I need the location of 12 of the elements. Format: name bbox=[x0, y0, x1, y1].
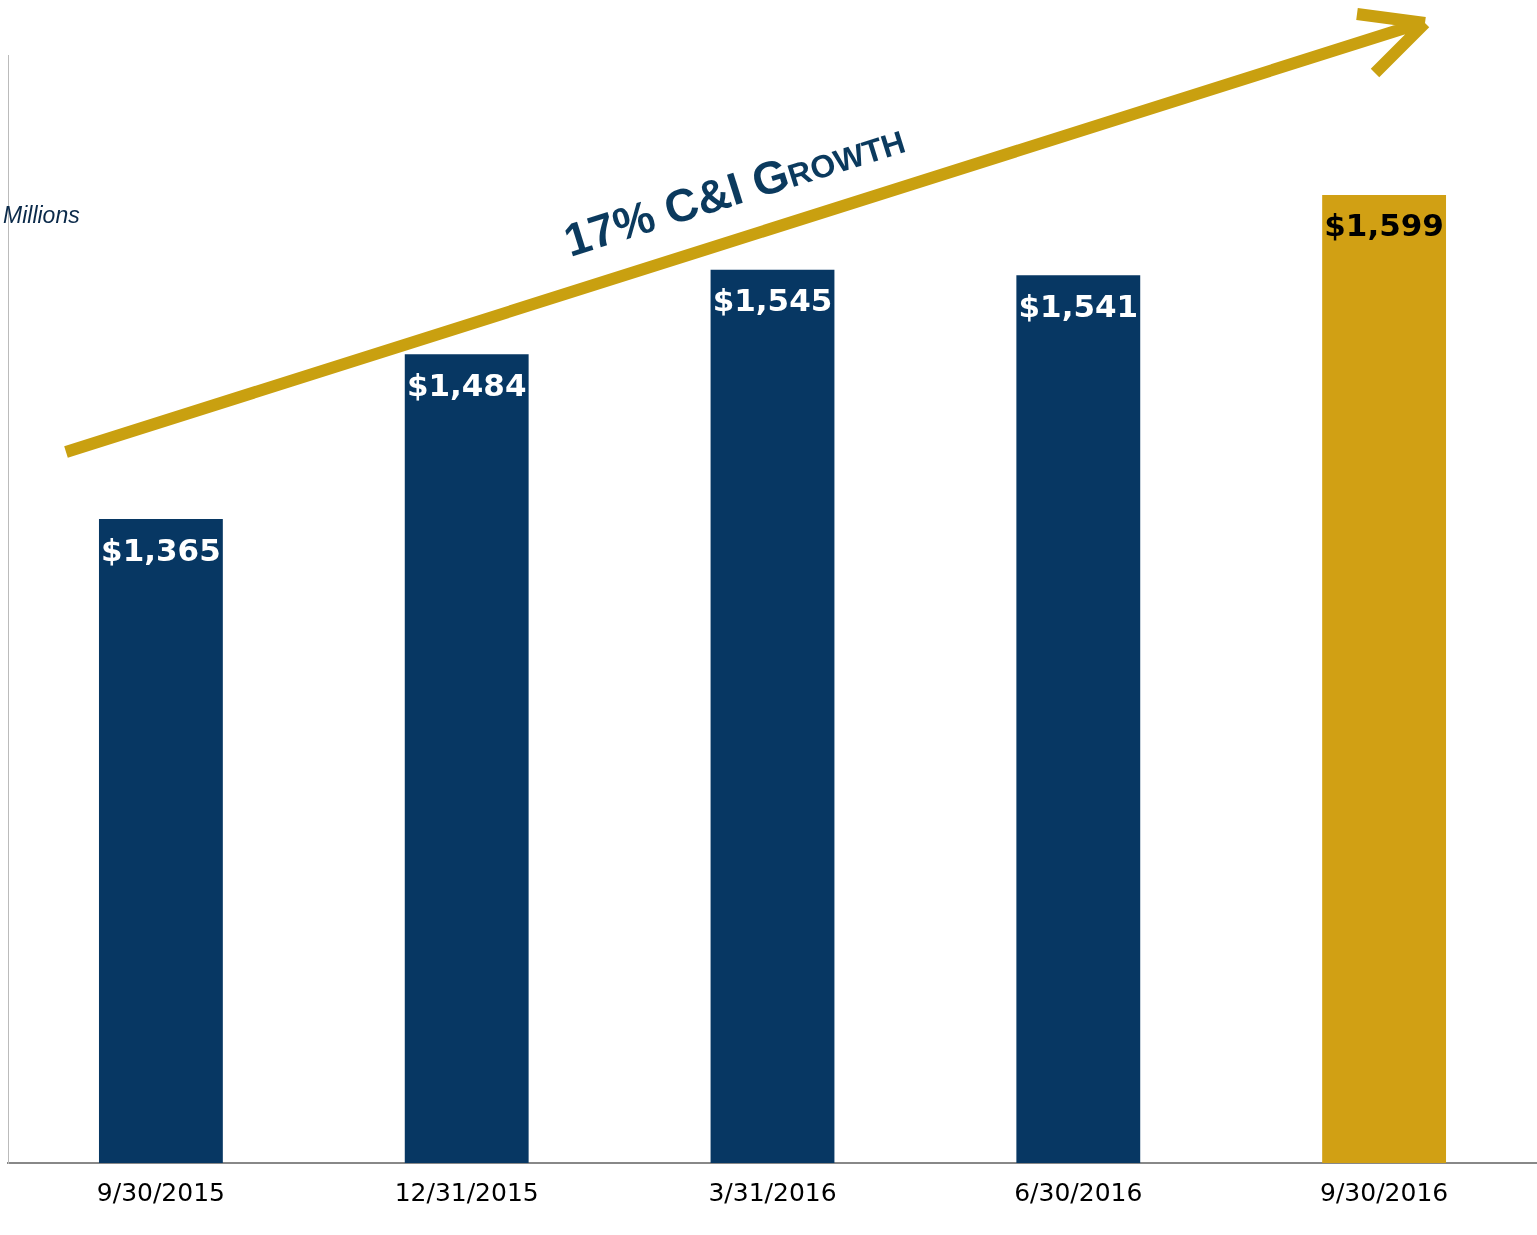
data-label: $1,599 bbox=[1324, 207, 1444, 244]
y-axis-title: Millions bbox=[3, 202, 81, 229]
annotation: 17% C&I Growth bbox=[557, 111, 911, 267]
x-tick-label: 3/31/2016 bbox=[708, 1177, 837, 1207]
x-tick-label: 12/31/2015 bbox=[394, 1177, 539, 1207]
x-tick-label: 9/30/2015 bbox=[96, 1177, 225, 1207]
x-tick-label: 6/30/2016 bbox=[1014, 1177, 1143, 1207]
data-label: $1,484 bbox=[406, 366, 527, 403]
data-label: $1,545 bbox=[712, 282, 833, 319]
x-tick-label: 9/30/2016 bbox=[1320, 1177, 1449, 1207]
data-label: $1,541 bbox=[1018, 287, 1139, 324]
data-label: $1,365 bbox=[101, 531, 221, 568]
